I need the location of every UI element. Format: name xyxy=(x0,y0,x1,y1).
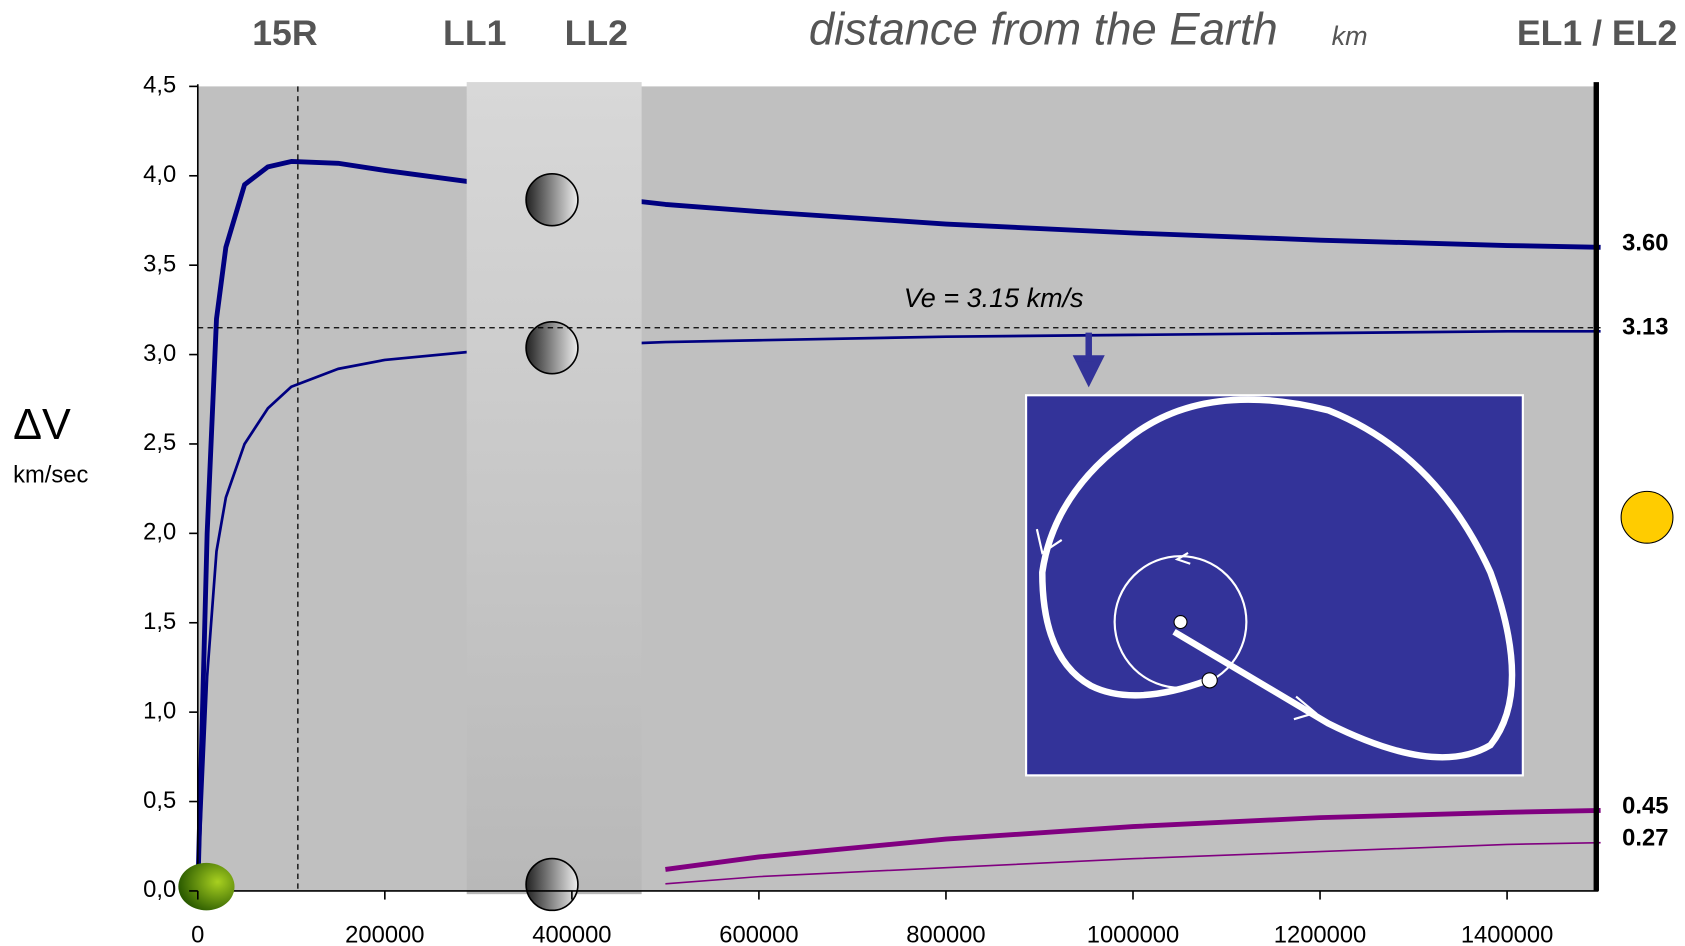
y-tick-label: 4,0 xyxy=(143,161,176,188)
y-tick-label: 2,5 xyxy=(143,429,176,456)
overlay: Ve = 3.15 km/s xyxy=(197,86,1601,891)
inset xyxy=(1025,394,1524,777)
y-tick-label: 0,5 xyxy=(143,787,176,814)
y-tick-label: 1,0 xyxy=(143,697,176,724)
y-unit: km/sec xyxy=(13,462,88,489)
inset-panel xyxy=(1025,394,1524,777)
reference-label: Ve = 3.15 km/s xyxy=(904,283,1084,313)
x-tick-label: 1400000 xyxy=(1461,922,1553,946)
x-tick-label: 1000000 xyxy=(1087,922,1179,946)
x-tick-label: 400000 xyxy=(532,922,611,946)
moon-mark xyxy=(1201,672,1218,689)
series-line xyxy=(665,808,1601,872)
x-tick-label: 1200000 xyxy=(1274,922,1366,946)
y-tick-label: 1,5 xyxy=(143,608,176,635)
series-line xyxy=(665,841,1601,885)
top-label: 15R xyxy=(252,13,317,53)
moons xyxy=(525,173,579,912)
y-tick-label: 0,0 xyxy=(143,876,176,903)
moon-icon xyxy=(525,173,579,227)
top-label: LL2 xyxy=(565,13,628,53)
trajectory xyxy=(1039,396,1516,761)
chart-title: distance from the Earth xyxy=(809,3,1278,54)
x-tick-label: 200000 xyxy=(345,922,424,946)
y-tick-label: 3,5 xyxy=(143,250,176,277)
end-label: 0.27 xyxy=(1622,825,1668,852)
top-label: LL1 xyxy=(443,13,506,53)
arrow xyxy=(1072,332,1105,388)
moon-icon xyxy=(525,321,579,375)
x-tick-label: 800000 xyxy=(906,922,985,946)
end-label: 0.45 xyxy=(1622,793,1668,820)
earth-icon xyxy=(178,862,235,911)
end-label: 3.13 xyxy=(1622,313,1668,340)
series-line xyxy=(195,159,1601,891)
sun-icon xyxy=(1620,490,1674,544)
x-tick-label: 0 xyxy=(191,922,204,946)
top-label: EL1 / EL2 xyxy=(1517,13,1677,53)
y-tick-label: 2,0 xyxy=(143,519,176,546)
y-tick-label: 3,0 xyxy=(143,340,176,367)
x-tick-label: 600000 xyxy=(719,922,798,946)
moon-orbit xyxy=(1113,555,1248,689)
moon-icon xyxy=(525,857,579,912)
end-label: 3.60 xyxy=(1622,229,1668,256)
arrowheads xyxy=(1035,528,1318,721)
y-tick-label: 4,5 xyxy=(143,72,176,99)
title-unit: km xyxy=(1332,21,1368,51)
earth-mark xyxy=(1173,615,1188,630)
y-label: ΔV xyxy=(13,401,71,449)
lines xyxy=(195,159,1601,891)
series-line xyxy=(196,329,1601,891)
